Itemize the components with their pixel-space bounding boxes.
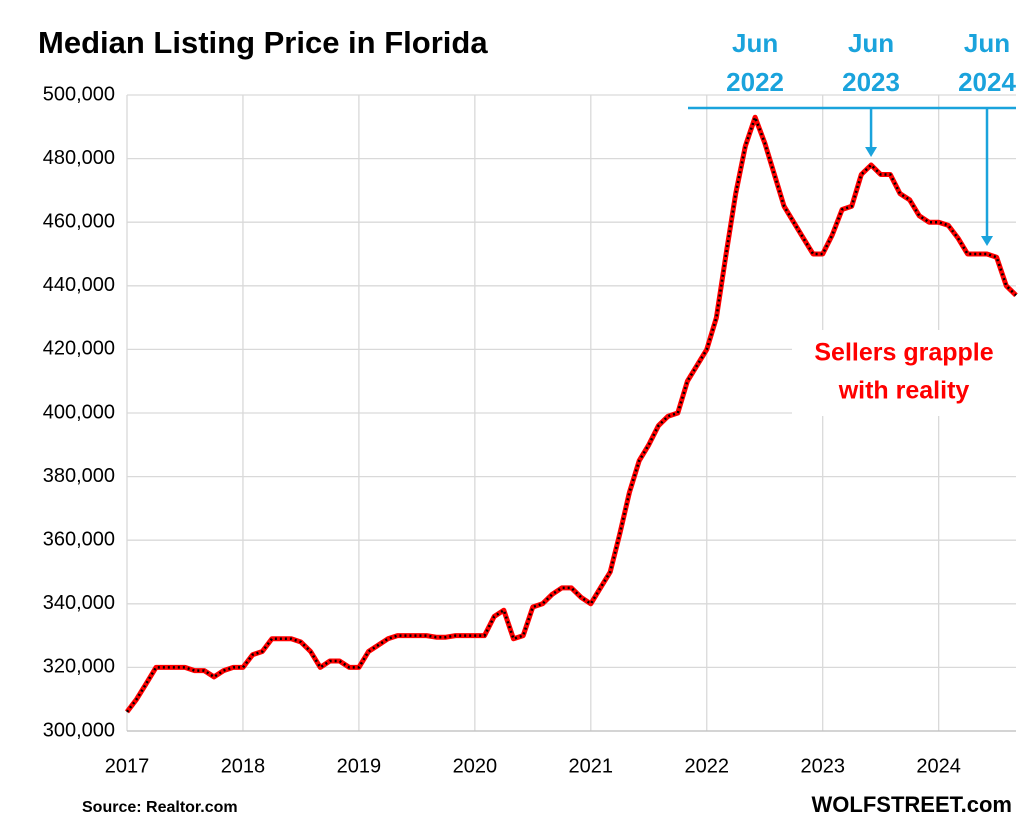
x-tick-label: 2018: [221, 755, 266, 777]
y-tick-label: 420,000: [43, 338, 115, 360]
line-dots: [126, 113, 1017, 713]
note: Sellers grapple: [814, 339, 993, 367]
y-tick-label: 500,000: [43, 83, 115, 105]
arrow-head: [865, 146, 878, 157]
x-tick-label: 2021: [569, 755, 614, 777]
y-tick-label: 300,000: [43, 719, 115, 741]
y-tick-label: 480,000: [43, 147, 115, 169]
arrow-head: [981, 236, 994, 246]
x-tick-label: 2019: [337, 755, 382, 777]
annotation-month: Jun: [848, 28, 894, 58]
y-tick-label: 440,000: [43, 274, 115, 296]
x-tick-label: 2022: [685, 755, 730, 777]
x-tick-label: 2024: [916, 755, 961, 777]
note: with reality: [838, 377, 970, 405]
y-tick-label: 400,000: [43, 401, 115, 423]
y-tick-label: 340,000: [43, 592, 115, 614]
annotation-year: 2024: [958, 67, 1016, 97]
y-tick-label: 320,000: [43, 656, 115, 678]
source: Source: Realtor.com: [82, 799, 238, 816]
chart-title: Median Listing Price in Florida: [38, 25, 488, 60]
y-tick-label: 460,000: [43, 210, 115, 232]
credit: WOLFSTREET.com: [812, 792, 1012, 817]
annotation-month: Jun: [964, 28, 1010, 58]
x-tick-label: 2017: [105, 755, 150, 777]
annotation-year: 2022: [726, 67, 784, 97]
y-tick-label: 360,000: [43, 528, 115, 550]
note-bg: [792, 330, 1016, 416]
annotation-month: Jun: [732, 28, 778, 58]
y-tick-label: 380,000: [43, 465, 115, 487]
x-tick-label: 2023: [800, 755, 845, 777]
annotation-year: 2023: [842, 67, 900, 97]
x-tick-label: 2020: [453, 755, 498, 777]
